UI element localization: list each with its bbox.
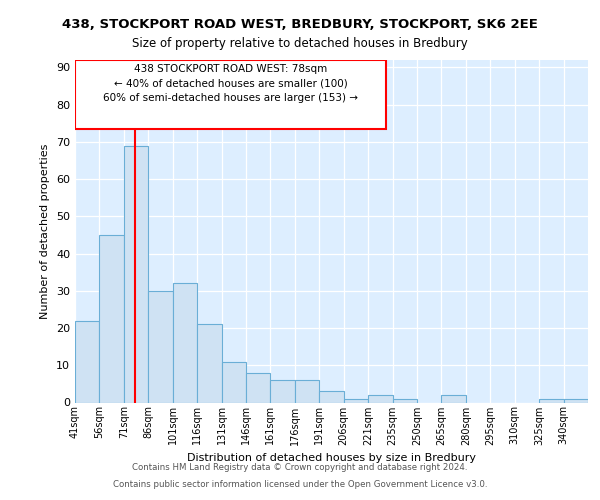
Text: Size of property relative to detached houses in Bredbury: Size of property relative to detached ho… xyxy=(132,38,468,51)
Bar xyxy=(295,380,319,402)
Text: Contains public sector information licensed under the Open Government Licence v3: Contains public sector information licen… xyxy=(113,480,487,489)
Bar xyxy=(100,235,124,402)
Bar xyxy=(246,372,271,402)
Bar xyxy=(539,399,563,402)
Y-axis label: Number of detached properties: Number of detached properties xyxy=(40,144,50,319)
X-axis label: Distribution of detached houses by size in Bredbury: Distribution of detached houses by size … xyxy=(187,453,476,463)
Bar xyxy=(173,284,197,403)
Text: 438 STOCKPORT ROAD WEST: 78sqm: 438 STOCKPORT ROAD WEST: 78sqm xyxy=(134,64,328,74)
Text: 60% of semi-detached houses are larger (153) →: 60% of semi-detached houses are larger (… xyxy=(103,93,358,103)
Bar xyxy=(221,362,246,403)
Bar xyxy=(442,395,466,402)
Bar xyxy=(124,146,148,402)
Bar xyxy=(75,320,100,402)
Bar xyxy=(563,399,588,402)
Text: ← 40% of detached houses are smaller (100): ← 40% of detached houses are smaller (10… xyxy=(114,78,347,88)
Bar xyxy=(344,399,368,402)
Bar xyxy=(319,392,344,402)
Bar xyxy=(148,291,173,403)
Bar xyxy=(76,60,386,129)
Bar xyxy=(392,399,417,402)
Text: 438, STOCKPORT ROAD WEST, BREDBURY, STOCKPORT, SK6 2EE: 438, STOCKPORT ROAD WEST, BREDBURY, STOC… xyxy=(62,18,538,30)
Text: Contains HM Land Registry data © Crown copyright and database right 2024.: Contains HM Land Registry data © Crown c… xyxy=(132,464,468,472)
Bar xyxy=(197,324,221,402)
Bar xyxy=(368,395,392,402)
Bar xyxy=(271,380,295,402)
